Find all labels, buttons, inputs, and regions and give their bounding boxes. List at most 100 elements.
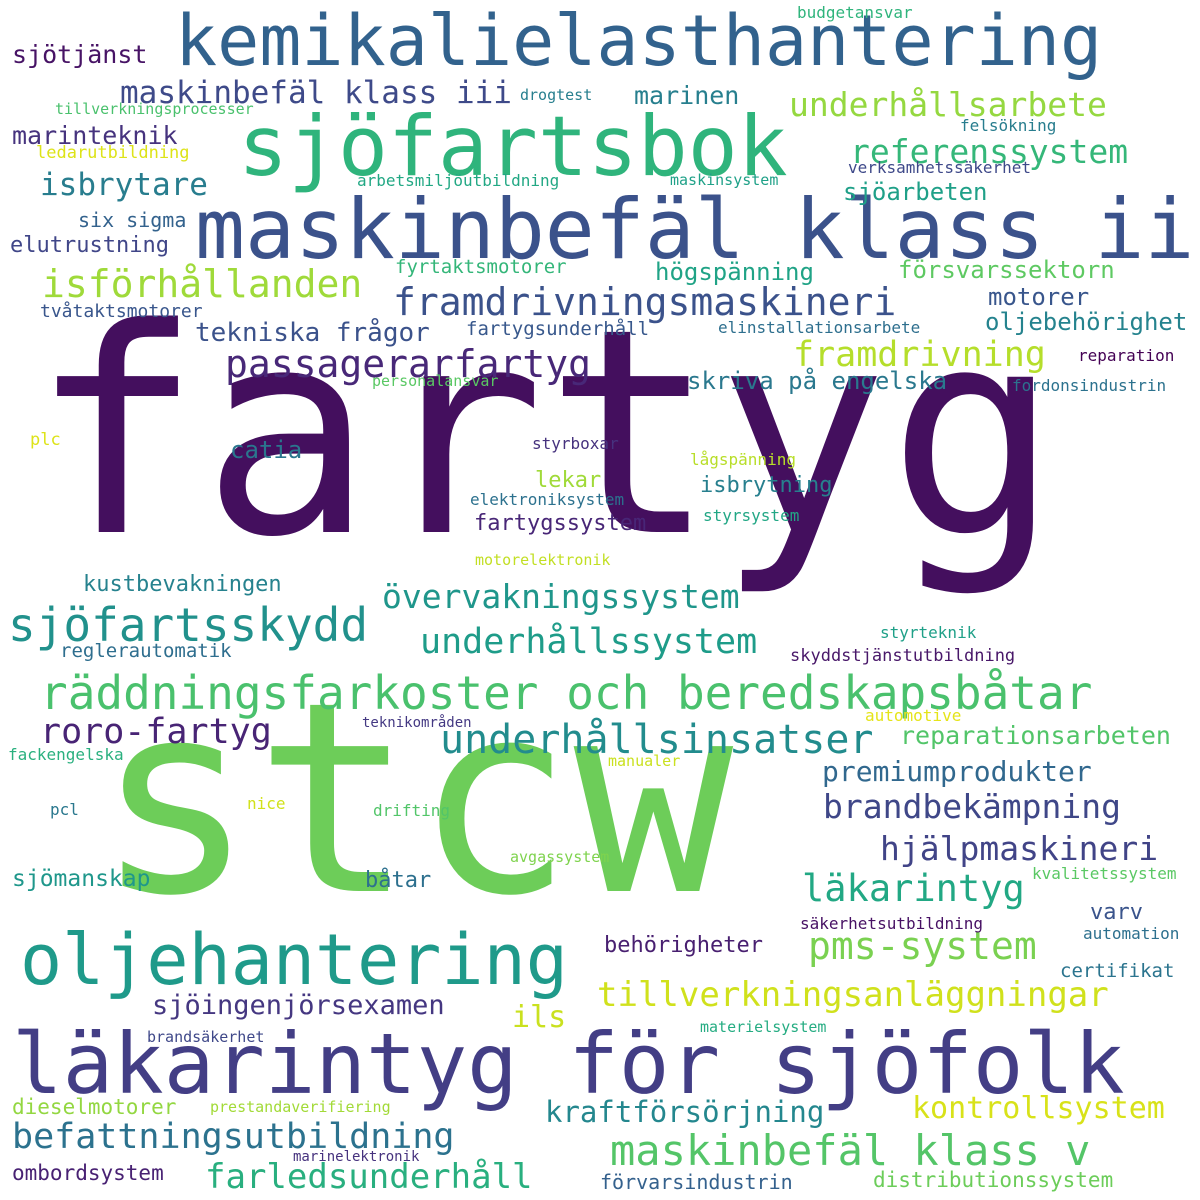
cloud-word: marinteknik [12,121,178,150]
cloud-word: båtar [365,868,432,893]
cloud-word: kemikalielasthantering [175,0,1103,82]
cloud-word: isförhållanden [42,262,363,306]
cloud-word: nice [247,794,286,813]
cloud-word: referenssystem [850,132,1129,171]
cloud-word: sjöingenjörsexamen [152,990,445,1021]
cloud-word: räddningsfarkoster och beredskapsbåtar [40,666,1093,720]
cloud-word: sjöfartsbok [238,98,788,195]
cloud-word: styrsystem [703,506,800,525]
cloud-word: dieselmotorer [12,1095,177,1119]
cloud-word: distributionssystem [873,1168,1114,1192]
cloud-word: prestandaverifiering [210,1098,391,1116]
cloud-word: styrboxar [532,434,619,453]
cloud-word: oljehantering [20,919,568,1001]
cloud-word: isbrytning [700,473,833,498]
cloud-word: maskinsystem [670,171,779,189]
cloud-word: elektroniksystem [470,490,625,509]
cloud-word: framdrivning [793,335,1046,375]
cloud-word: pms-system [808,924,1037,968]
cloud-word: förvarsindustrin [600,1170,793,1194]
cloud-word: sjöfartsskydd [8,598,369,652]
cloud-word: läkarintyg [802,867,1025,910]
cloud-word: felsökning [960,116,1057,135]
cloud-word: premiumprodukter [822,755,1092,788]
cloud-word: motorer [988,283,1090,311]
cloud-word: framdrivningsmaskineri [393,280,897,324]
cloud-word: kraftförsörjning [545,1095,825,1129]
cloud-word: övervakningssystem [382,577,740,616]
cloud-word: maskinbefäl klass v [610,1126,1091,1175]
cloud-word: six sigma [78,208,187,232]
cloud-word: arbetsmiljöutbildning [357,171,560,190]
cloud-word: lågspänning [690,450,796,469]
cloud-word: maskinbefäl klass ii [195,181,1195,278]
cloud-word: maskinbefäl klass iii [120,75,512,111]
cloud-word: underhållssystem [420,622,758,662]
cloud-word: tillverkningsanläggningar [597,975,1109,1015]
cloud-word: fordonsindustrin [1012,376,1167,395]
cloud-word: reparationsarbeten [900,721,1171,750]
cloud-word: drogtest [520,86,593,104]
cloud-word: fartyg [30,268,1060,600]
cloud-word: styrteknik [880,623,977,642]
cloud-word: tekniska frågor [195,318,430,348]
cloud-word: försvarssektorn [898,256,1115,284]
cloud-word: sjötjänst [12,40,148,69]
cloud-word: budgetansvar [797,3,913,22]
cloud-word: brandsäkerhet [147,1028,265,1046]
cloud-word: automation [1083,924,1180,943]
cloud-word: ils [512,1000,567,1035]
cloud-word: kustbevakningen [83,572,282,597]
cloud-word: plc [30,430,61,450]
cloud-word: elinstallationsarbete [718,318,921,337]
cloud-word: ledarutbildning [36,143,190,163]
cloud-word: befattningsutbildning [12,1117,455,1157]
cloud-word: isbrytare [40,167,208,203]
cloud-word: stcw [95,646,734,954]
cloud-word: läkarintyg för sjöfolk [12,1015,1125,1113]
cloud-word: fyrtaktsmotorer [395,256,567,278]
cloud-word: sjöarbeten [843,178,988,206]
cloud-word: ombordsystem [12,1161,164,1185]
cloud-word: oljebehörighet [985,308,1188,336]
cloud-word: lekar [535,468,602,493]
cloud-word: fackengelska [8,745,124,764]
cloud-word: kvalitetssystem [1032,864,1177,883]
cloud-word: sjömanskap [12,866,151,892]
cloud-word: behörigheter [604,933,763,958]
cloud-word: varv [1090,900,1143,925]
cloud-word: passagerarfartyg [225,342,592,386]
cloud-word: säkerhetsutbildning [800,914,984,933]
cloud-word: drifting [373,801,451,820]
cloud-word: kontrollsystem [912,1091,1165,1126]
cloud-word: catia [230,436,303,464]
cloud-word: marinelektronik [293,1149,420,1165]
cloud-word: marinen [634,81,740,110]
cloud-word: fartygsunderhåll [466,318,650,340]
cloud-word: elutrustning [10,233,169,258]
cloud-word: fartygssystem [474,511,647,536]
cloud-word: materielsystem [700,1018,827,1036]
cloud-word: certifikat [1060,960,1175,982]
cloud-word: skyddstjänstutbildning [790,646,1016,666]
cloud-word: teknikområden [362,715,472,731]
cloud-word: automotive [865,706,962,725]
cloud-word: reglerautomatik [60,640,232,662]
cloud-word: brandbekämpning [823,787,1122,826]
cloud-word: skriva på engelska [687,367,948,395]
cloud-word: motorelektronik [475,551,611,569]
cloud-word: farledsunderhåll [205,1157,533,1197]
cloud-word: reparation [1078,346,1175,365]
cloud-word: tillverkningsprocesser [55,100,254,118]
cloud-word: personalansvar [372,372,499,390]
cloud-word: manualer [608,752,681,770]
cloud-word: avgassystem [510,848,610,866]
cloud-word: roro-fartyg [40,712,272,752]
cloud-word: underhållsinsatser [440,717,874,763]
cloud-word: hjälpmaskineri [880,829,1159,868]
cloud-word: högspänning [655,258,814,286]
cloud-word: verksamhetssäkerhet [848,158,1032,177]
cloud-word: pcl [50,800,79,819]
cloud-word: tvåtaktsmotorer [40,301,203,322]
